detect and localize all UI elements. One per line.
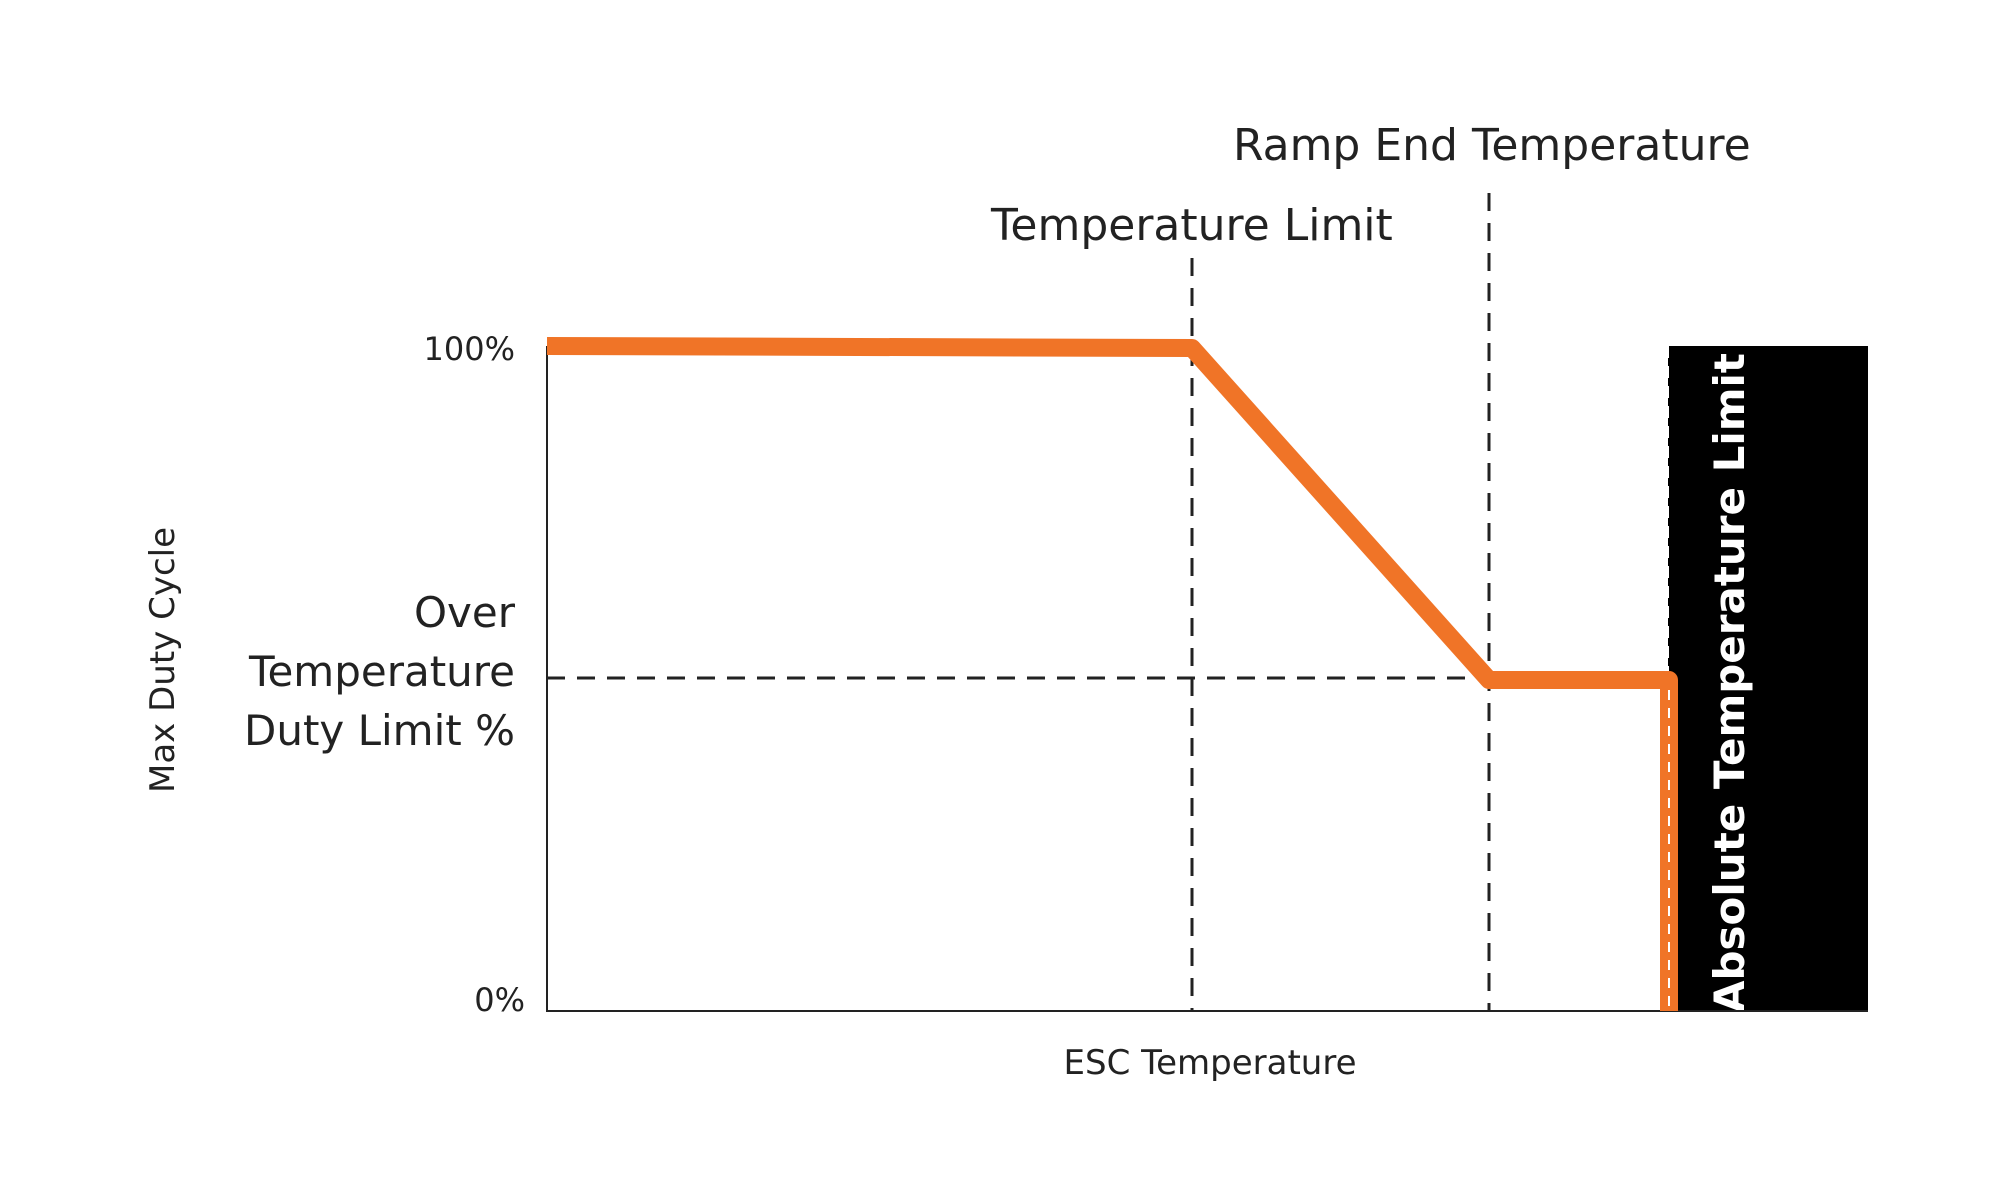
over-temp-label-line1: Over <box>414 588 516 637</box>
duty-curve <box>546 337 1678 1011</box>
temperature-limit-label: Temperature Limit <box>990 200 1393 251</box>
y-axis-title: Max Duty Cycle <box>143 527 183 793</box>
y-tick-100: 100% <box>424 330 515 368</box>
ramp-end-temperature-label: Ramp End Temperature <box>1233 120 1751 171</box>
over-temp-label-line3: Duty Limit % <box>244 706 515 755</box>
over-temp-label-line2: Temperature <box>248 647 515 696</box>
absolute-limit-label: Absolute Temperature Limit <box>1705 353 1754 1013</box>
x-axis-title: ESC Temperature <box>1064 1043 1357 1083</box>
absolute-limit-block <box>1668 346 1868 1011</box>
y-tick-0: 0% <box>474 981 525 1019</box>
